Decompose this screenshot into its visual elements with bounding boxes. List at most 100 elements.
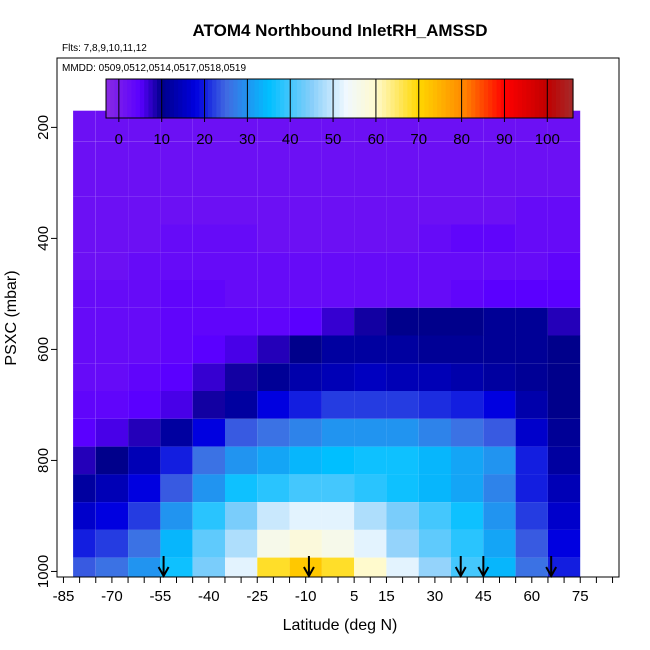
colorbar-tick-label: 50 bbox=[325, 131, 342, 148]
heatmap-cell bbox=[257, 391, 290, 419]
heatmap-cell bbox=[257, 418, 290, 447]
heatmap-cell bbox=[257, 169, 290, 197]
heatmap-cell bbox=[95, 169, 129, 197]
x-axis-label: Latitude (deg N) bbox=[283, 617, 398, 634]
dates-label: MMDD: 0509,0512,0514,0517,0518,0519 bbox=[62, 63, 246, 74]
heatmap-cell bbox=[160, 363, 193, 392]
heatmap-cell bbox=[547, 307, 581, 336]
heatmap-cell bbox=[257, 224, 290, 253]
heatmap-cell bbox=[160, 196, 193, 225]
colorbar-swatch bbox=[564, 79, 570, 118]
heatmap-cell bbox=[128, 557, 161, 577]
heatmap-cell bbox=[483, 557, 516, 577]
colorbar-tick-label: 60 bbox=[368, 131, 385, 148]
profile-marker-arrow bbox=[157, 556, 170, 579]
heatmap-cell bbox=[257, 307, 290, 336]
heatmap-cell bbox=[354, 224, 387, 253]
heatmap-cell bbox=[418, 169, 451, 197]
colorbar-swatch bbox=[178, 79, 184, 118]
heatmap-cell bbox=[451, 224, 484, 253]
heatmap-cell bbox=[73, 280, 96, 308]
heatmap-cell bbox=[321, 502, 355, 530]
heatmap-cell bbox=[451, 280, 484, 308]
heatmap-cell bbox=[95, 391, 129, 419]
colorbar-swatch bbox=[135, 79, 141, 118]
colorbar-swatch bbox=[424, 79, 430, 118]
heatmap-cell bbox=[418, 335, 451, 364]
heatmap-cell bbox=[515, 557, 548, 577]
x-tick-label: 75 bbox=[572, 588, 589, 605]
heatmap-cell bbox=[547, 169, 581, 197]
heatmap-cell bbox=[386, 169, 419, 197]
colorbar-swatch bbox=[186, 79, 192, 118]
profile-markers bbox=[157, 556, 558, 579]
heatmap-cell bbox=[451, 474, 484, 503]
y-tick-label: 200 bbox=[35, 115, 52, 140]
heatmap-cell bbox=[321, 224, 355, 253]
heatmap-cell bbox=[192, 418, 225, 447]
colorbar-swatch bbox=[381, 79, 387, 118]
heatmap-cell bbox=[451, 418, 484, 447]
x-tick-label: 5 bbox=[350, 588, 358, 605]
heatmap-cell bbox=[418, 280, 451, 308]
heatmap-cell bbox=[160, 335, 193, 364]
heatmap-cell bbox=[160, 529, 193, 558]
heatmap-cell bbox=[192, 529, 225, 558]
heatmap-cell bbox=[515, 280, 548, 308]
heatmap-cell bbox=[483, 307, 516, 336]
colorbar-swatch bbox=[437, 79, 442, 118]
heatmap-cell bbox=[73, 446, 96, 475]
heatmap-cell bbox=[515, 474, 548, 503]
colorbar-swatch bbox=[106, 79, 111, 118]
heatmap-cell bbox=[418, 307, 451, 336]
heatmap-cell bbox=[289, 252, 322, 281]
colorbar-swatch bbox=[267, 79, 273, 118]
colorbar-swatch bbox=[339, 79, 345, 118]
heatmap-cell bbox=[257, 557, 290, 577]
heatmap-cell bbox=[451, 529, 484, 558]
heatmap-cell bbox=[515, 391, 548, 419]
colorbar-swatch bbox=[449, 79, 455, 118]
heatmap-cell bbox=[160, 446, 193, 475]
colorbar-swatch bbox=[182, 79, 188, 118]
heatmap-cell bbox=[354, 196, 387, 225]
heatmap-cell bbox=[95, 252, 129, 281]
heatmap-cell bbox=[354, 141, 387, 170]
heatmap-cell bbox=[225, 252, 258, 281]
heatmap-cell bbox=[289, 418, 322, 447]
colorbar-swatch bbox=[241, 79, 247, 118]
heatmap-cell bbox=[451, 502, 484, 530]
colorbar-swatch bbox=[386, 79, 392, 118]
colorbar-swatch bbox=[148, 79, 154, 118]
heatmap-cell bbox=[128, 224, 161, 253]
heatmap-cell bbox=[289, 446, 322, 475]
heatmap-cell bbox=[257, 446, 290, 475]
heatmap-cell bbox=[95, 529, 129, 558]
heatmap-cell bbox=[257, 363, 290, 392]
colorbar-swatch bbox=[432, 79, 438, 118]
colorbar-swatch bbox=[161, 79, 167, 118]
heatmap-cell bbox=[354, 446, 387, 475]
x-tick-label: 30 bbox=[427, 588, 444, 605]
colorbar-tick-label: 0 bbox=[115, 131, 123, 148]
y-axis-label: PSXC (mbar) bbox=[3, 270, 20, 365]
y-tick-label: 800 bbox=[35, 448, 52, 473]
colorbar-swatch bbox=[509, 79, 515, 118]
heatmap-cell bbox=[321, 557, 355, 577]
heatmap-cell bbox=[73, 110, 96, 142]
colorbar-swatch bbox=[492, 79, 498, 118]
heatmap-cell bbox=[547, 418, 581, 447]
heatmap-cell bbox=[257, 252, 290, 281]
colorbar-swatch bbox=[445, 79, 451, 118]
heatmap-cell bbox=[386, 363, 419, 392]
x-tick-label: -55 bbox=[150, 588, 172, 605]
heatmap-cell bbox=[386, 557, 419, 577]
heatmap-cell bbox=[483, 224, 516, 253]
heatmap-cell bbox=[451, 307, 484, 336]
colorbar-swatch bbox=[127, 79, 133, 118]
colorbar-swatch bbox=[212, 79, 217, 118]
heatmap-cell bbox=[321, 363, 355, 392]
colorbar-swatch bbox=[258, 79, 264, 118]
colorbar-swatch bbox=[560, 79, 566, 118]
heatmap-cell bbox=[160, 557, 193, 577]
